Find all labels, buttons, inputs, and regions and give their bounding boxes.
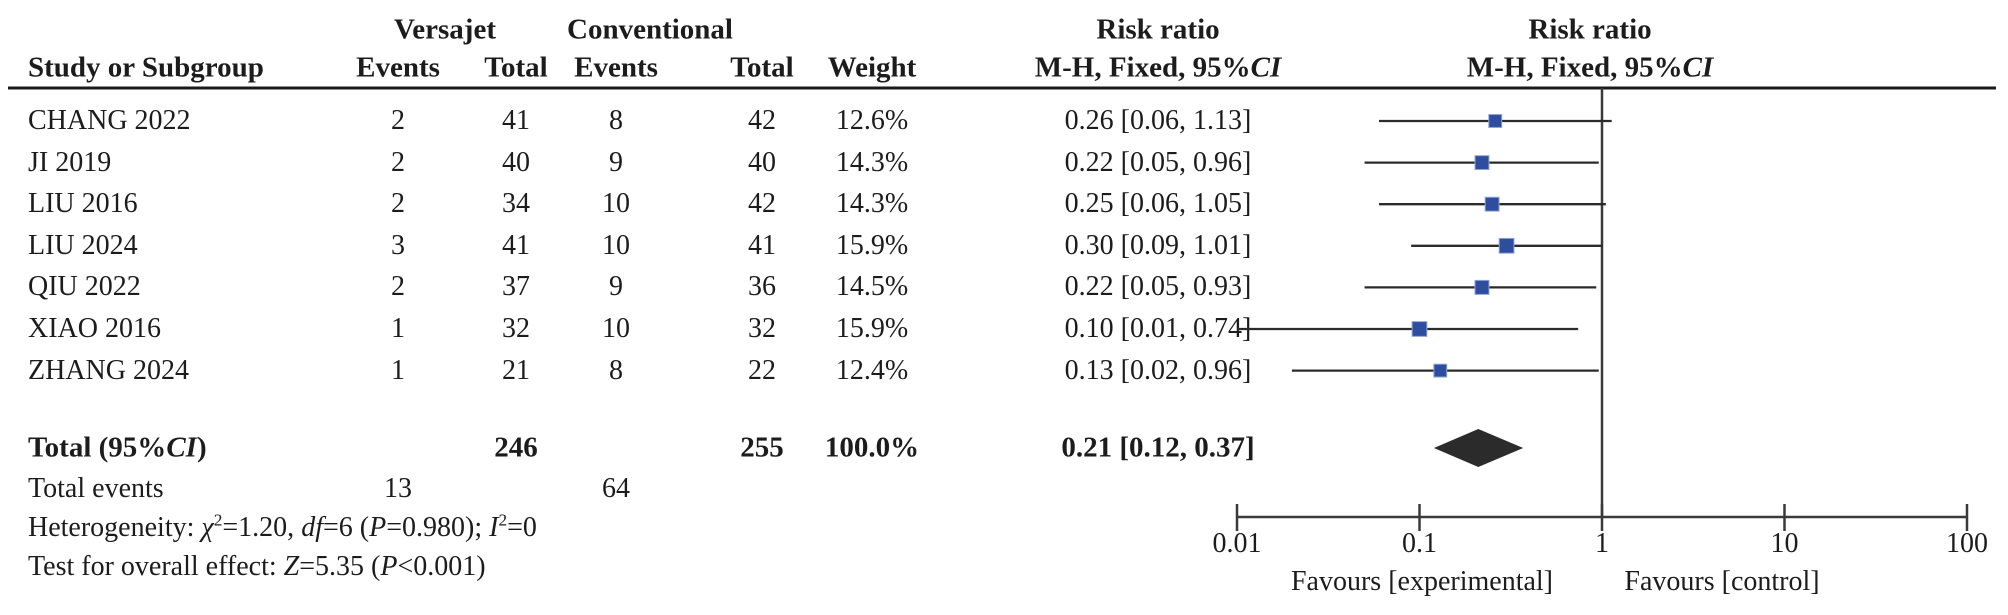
study-estimate-label: 0.22 [0.05, 0.96]	[1064, 146, 1252, 178]
study-estimate-label: 0.22 [0.05, 0.93]	[1064, 271, 1252, 303]
study-estimate-label: 0.13 [0.02, 0.96]	[1064, 354, 1252, 386]
col-header-events-1: Events	[356, 51, 440, 84]
group1-header: Versajet	[394, 13, 496, 46]
group1-events: 1	[391, 313, 405, 344]
group1-events: 2	[391, 105, 405, 136]
study-estimate-label: 0.26 [0.06, 1.13]	[1064, 105, 1252, 136]
group2-header: Conventional	[567, 13, 733, 46]
risk-ratio-title-left: Risk ratio	[1096, 13, 1220, 46]
group2-total: 22	[748, 354, 776, 386]
point-estimate-square	[1411, 321, 1428, 337]
col-header-total-2: Total	[730, 51, 794, 84]
study-weight: 14.3%	[835, 188, 909, 220]
point-estimate-square	[1474, 155, 1490, 171]
group1-events: 2	[391, 271, 405, 303]
point-estimate-square	[1498, 237, 1515, 254]
heterogeneity-stats: Heterogeneity: χ2=1.20, df=6 (P=0.980); …	[28, 510, 537, 543]
group2-events: 10	[602, 229, 630, 261]
col-header-events-2: Events	[574, 51, 658, 84]
study-name: CHANG 2022	[28, 105, 191, 136]
col-header-weight: Weight	[827, 51, 917, 84]
col-header-mh-ci-right: M-H, Fixed, 95%CI	[1466, 51, 1714, 84]
total-events-group2: 64	[602, 473, 630, 504]
group1-total: 40	[502, 146, 530, 178]
point-estimate-square	[1484, 196, 1500, 212]
group2-total: 36	[748, 271, 776, 303]
study-name: QIU 2022	[28, 271, 141, 303]
study-estimate-label: 0.25 [0.06, 1.05]	[1064, 188, 1252, 220]
group2-events: 8	[609, 354, 623, 386]
group1-events: 2	[391, 146, 405, 178]
group2-events: 8	[609, 105, 623, 136]
x-axis-tick-label: 0.1	[1402, 528, 1437, 559]
point-estimate-square	[1474, 279, 1490, 295]
x-axis-tick-label: 1	[1595, 528, 1609, 559]
group1-total: 41	[502, 105, 530, 136]
group2-total: 40	[748, 146, 776, 178]
group2-total: 41	[748, 229, 776, 261]
x-axis-tick-label: 0.01	[1213, 528, 1262, 559]
study-name: ZHANG 2024	[28, 354, 189, 386]
point-estimate-square	[1488, 114, 1503, 128]
col-header-mh-ci-left: M-H, Fixed, 95%CI	[1034, 51, 1282, 84]
group1-total: 41	[502, 229, 530, 261]
group1-events: 1	[391, 354, 405, 386]
study-name: XIAO 2016	[28, 313, 161, 344]
col-header-total-1: Total	[484, 51, 548, 84]
study-weight: 15.9%	[835, 229, 909, 261]
study-weight: 15.9%	[835, 313, 909, 344]
study-estimate-label: 0.10 [0.01, 0.74]	[1064, 313, 1252, 344]
total-events-label: Total events	[28, 473, 164, 504]
x-axis-tick-label: 100	[1946, 528, 1988, 559]
group2-total: 42	[748, 188, 776, 220]
study-weight: 12.6%	[835, 105, 909, 136]
study-estimate-label: 0.30 [0.09, 1.01]	[1064, 229, 1252, 261]
group1-events: 2	[391, 188, 405, 220]
total-n-group1: 246	[494, 431, 538, 464]
study-name: LIU 2024	[28, 229, 138, 261]
point-estimate-square	[1433, 363, 1448, 378]
group2-events: 9	[609, 271, 623, 303]
group1-total: 32	[502, 313, 530, 344]
study-name: JI 2019	[28, 146, 112, 178]
group2-events: 9	[609, 146, 623, 178]
favours-left-label: Favours [experimental]	[1291, 566, 1553, 597]
total-weight: 100.0%	[824, 431, 920, 464]
study-weight: 14.5%	[835, 271, 909, 303]
total-n-group2: 255	[740, 431, 784, 464]
group2-events: 10	[602, 188, 630, 220]
total-row-label: Total (95%CI)	[28, 431, 207, 464]
group1-events: 3	[391, 229, 405, 261]
x-axis-tick-label: 10	[1771, 528, 1799, 559]
favours-right-label: Favours [control]	[1624, 566, 1819, 597]
study-weight: 12.4%	[835, 354, 909, 386]
overall-effect-stats: Test for overall effect: Z=5.35 (P<0.001…	[28, 551, 486, 582]
group1-total: 21	[502, 354, 530, 386]
group2-events: 10	[602, 313, 630, 344]
pooled-estimate-diamond	[1433, 429, 1524, 467]
total-events-group1: 13	[384, 473, 412, 504]
group2-total: 42	[748, 105, 776, 136]
total-estimate-label: 0.21 [0.12, 0.37]	[1061, 431, 1255, 464]
group2-total: 32	[748, 313, 776, 344]
group1-total: 37	[502, 271, 530, 303]
col-header-study: Study or Subgroup	[28, 51, 264, 84]
risk-ratio-title-right: Risk ratio	[1528, 13, 1652, 46]
group1-total: 34	[502, 188, 530, 220]
study-name: LIU 2016	[28, 188, 138, 220]
study-weight: 14.3%	[835, 146, 909, 178]
